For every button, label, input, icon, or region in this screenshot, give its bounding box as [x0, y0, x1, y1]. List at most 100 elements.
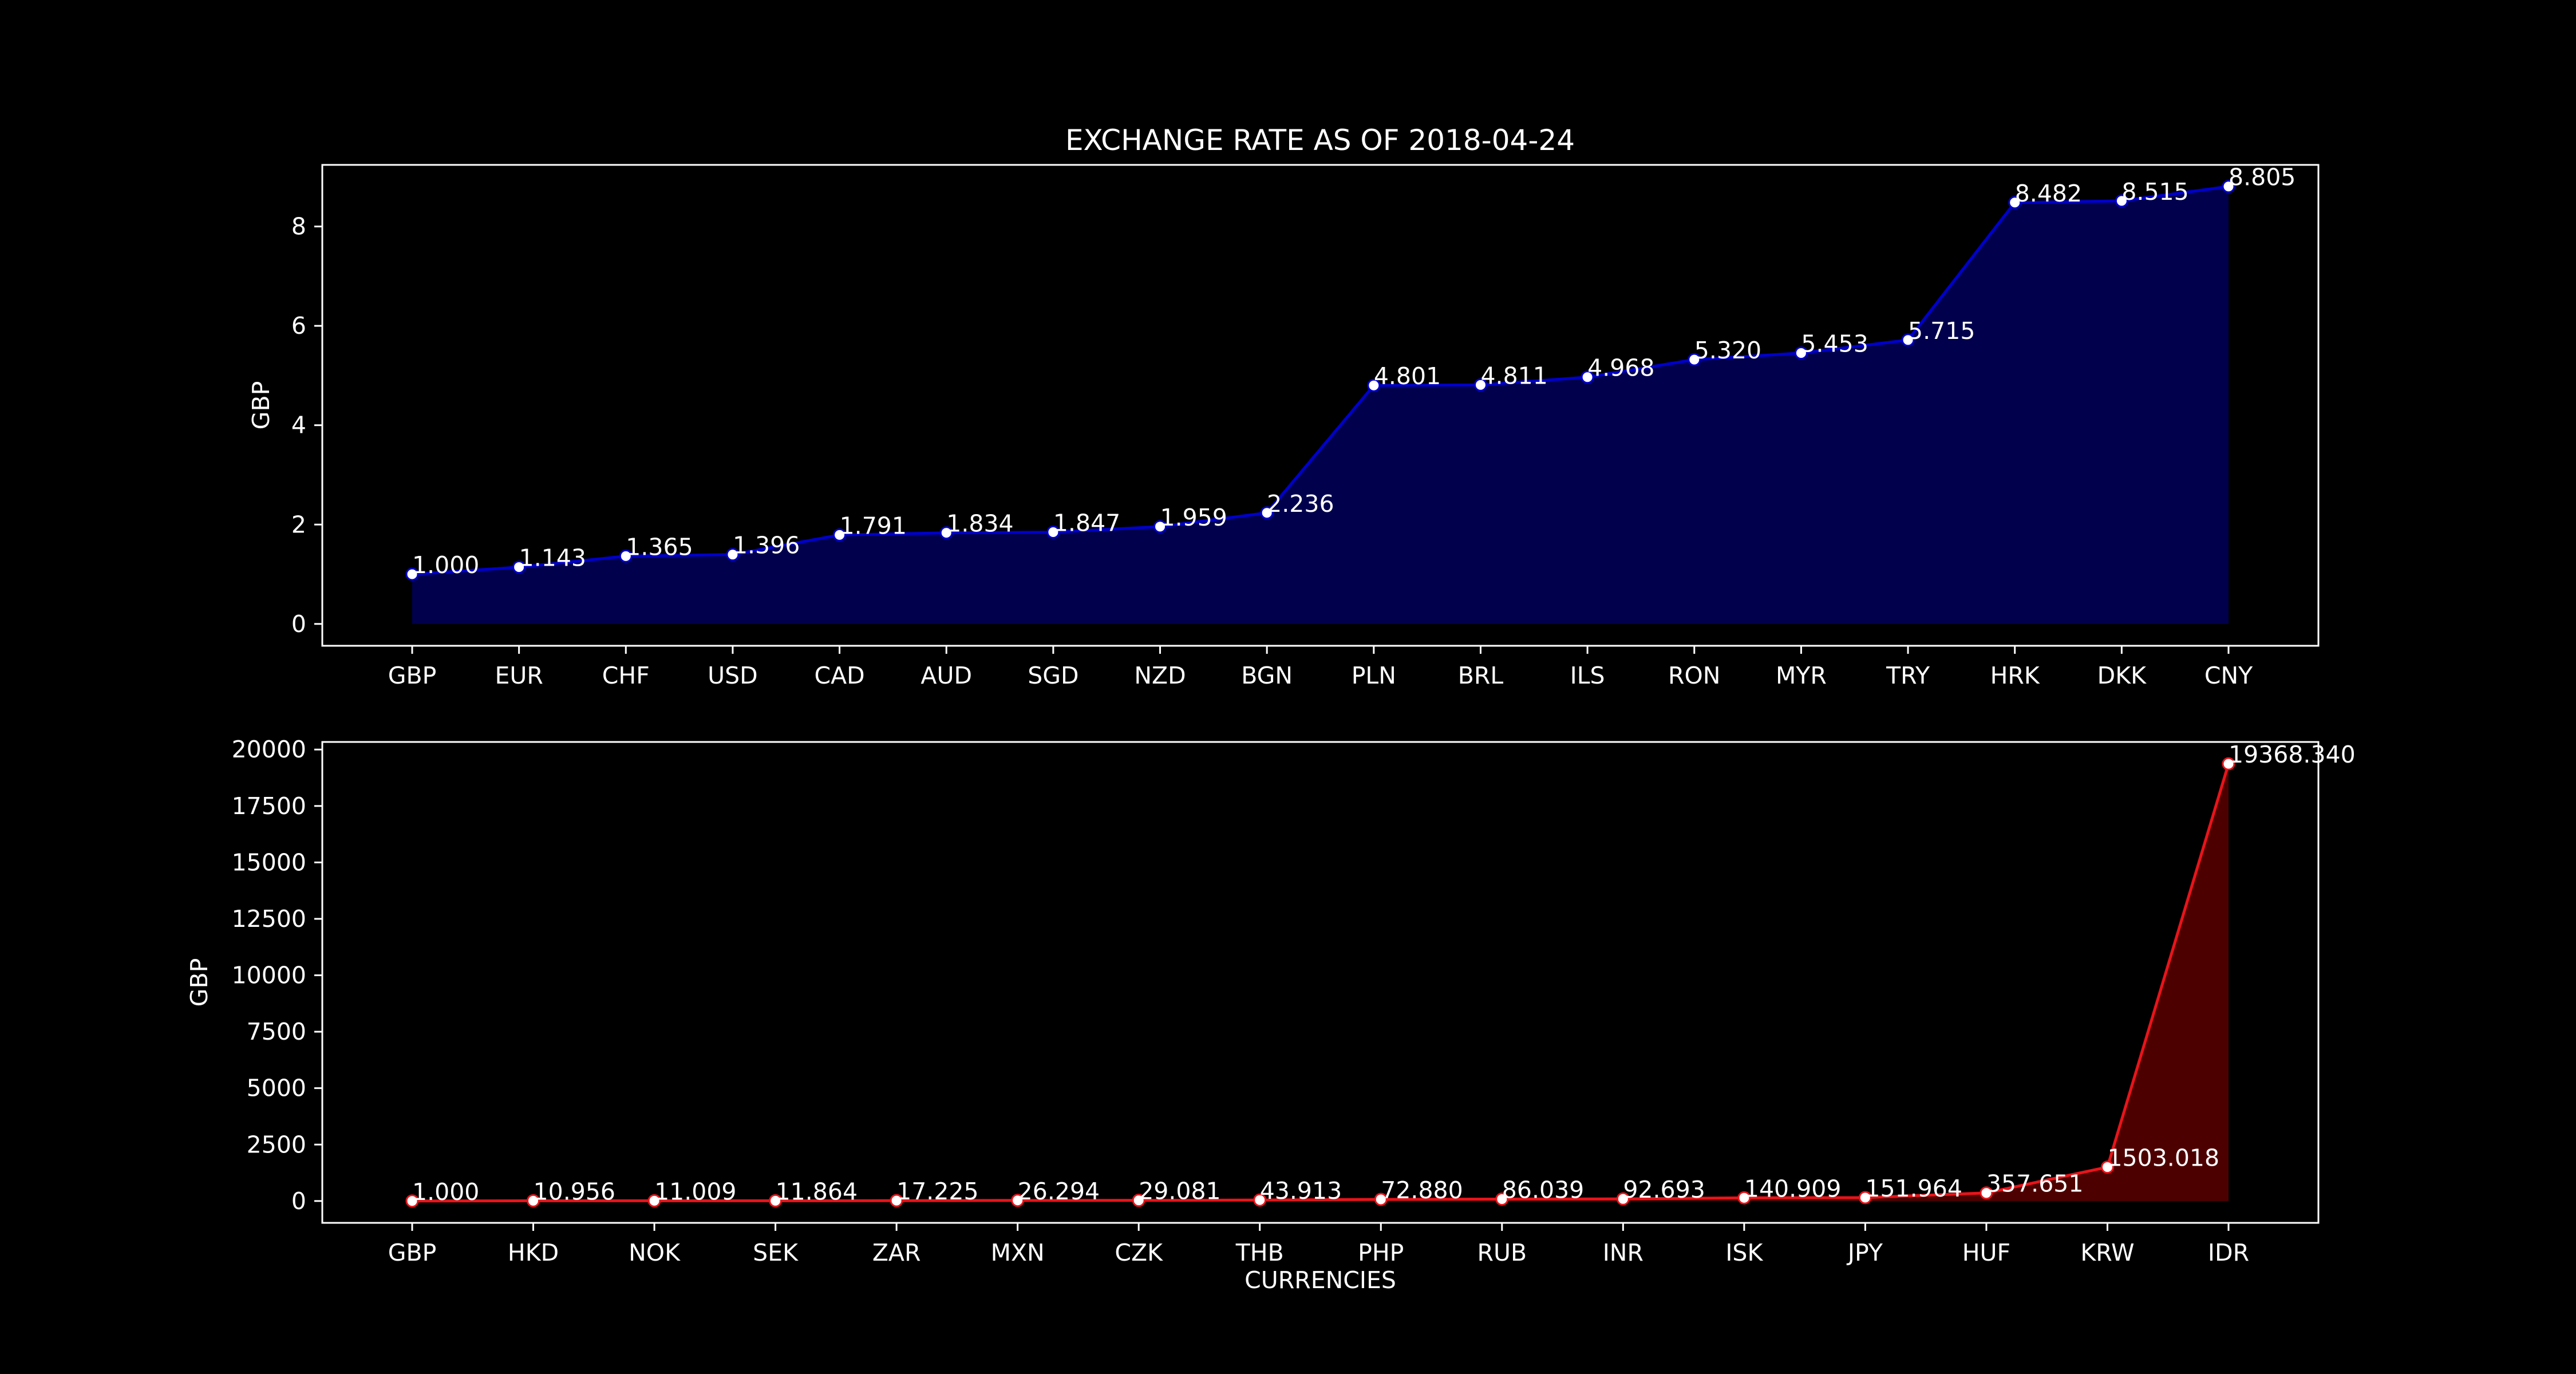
panel-1-point-gbp [405, 567, 419, 581]
panel-1-data-label-dkk: 8.515 [2121, 178, 2188, 206]
panel-2-data-label-inr: 92.693 [1623, 1176, 1705, 1203]
panel-2-point-jpy [1858, 1191, 1872, 1205]
panel-1-axes-frame [321, 164, 2320, 647]
panel-2-x-tick-label-jpy: JPY [1846, 1239, 1883, 1266]
panel-1-x-tick-label-eur: EUR [495, 662, 543, 689]
panel-2-x-tick-label-mxn: MXN [991, 1239, 1045, 1266]
panel-2-y-tick-label: 10000 [232, 962, 306, 989]
panel-1-data-label-brl: 4.811 [1480, 362, 1547, 389]
panel-1-point-cad [833, 528, 847, 542]
panel-1-y-axis-label: GBP [247, 381, 275, 430]
panel-1-x-tick-label-try: TRY [1886, 662, 1930, 689]
panel-1-x-tick-label-chf: CHF [602, 662, 650, 689]
panel-1-point-hrk [2008, 196, 2022, 210]
panel-1-data-label-bgn: 2.236 [1267, 490, 1334, 518]
panel-2-x-tick-label-huf: HUF [1962, 1239, 2010, 1266]
panel-2-point-php [1374, 1193, 1388, 1206]
panel-1-data-label-cny: 8.805 [2229, 164, 2296, 191]
panel-2-y-tick-label: 17500 [232, 792, 306, 820]
panel-2-x-tick-label-zar: ZAR [872, 1239, 921, 1266]
panel-1-point-eur [512, 560, 526, 574]
panel-1-point-ils [1581, 370, 1594, 384]
panel-1-x-tick-label-brl: BRL [1458, 662, 1504, 689]
panel-2-point-hkd [527, 1194, 540, 1207]
panel-2-point-huf [1980, 1186, 1993, 1200]
panel-2-data-label-jpy: 151.964 [1865, 1175, 1962, 1202]
panel-1-series-line [412, 185, 2229, 576]
panel-2-point-zar [890, 1194, 903, 1207]
panel-2-x-tick-label-czk: CZK [1115, 1239, 1163, 1266]
panel-2-axes-frame [321, 741, 2320, 1224]
panel-2-point-sek [769, 1194, 783, 1207]
panel-2-data-label-mxn: 26.294 [1018, 1178, 1100, 1205]
panel-2-data-label-php: 72.880 [1381, 1176, 1463, 1204]
panel-2-y-tick-label: 15000 [232, 848, 306, 876]
panel-2-y-tick-label: 2500 [247, 1131, 306, 1158]
panel-1-point-myr [1794, 346, 1808, 360]
panel-1-y-tick-label: 6 [291, 312, 306, 339]
panel-1-point-ron [1688, 353, 1701, 366]
panel-2-x-tick-label-rub: RUB [1477, 1239, 1527, 1266]
panel-2-point-inr [1616, 1192, 1630, 1206]
panel-1-point-dkk [2115, 194, 2128, 208]
panel-1-data-label-usd: 1.396 [733, 532, 800, 559]
panel-1-point-usd [726, 548, 740, 562]
panel-2-point-krw [2100, 1160, 2114, 1174]
panel-2-x-tick-label-krw: KRW [2080, 1239, 2134, 1266]
panel-2-x-tick-label-gbp: GBP [388, 1239, 437, 1266]
panel-2-x-tick-label-hkd: HKD [508, 1239, 559, 1266]
panel-1-x-tick-label-usd: USD [708, 662, 758, 689]
panel-1-x-tick-label-bgn: BGN [1241, 662, 1293, 689]
panel-1-point-pln [1367, 378, 1381, 392]
panel-2-point-nok [647, 1194, 661, 1207]
panel-2-point-thb [1253, 1193, 1267, 1207]
panel-2-x-tick-label-php: PHP [1358, 1239, 1404, 1266]
panel-2-x-tick-label-nok: NOK [629, 1239, 681, 1266]
panel-1-data-label-pln: 4.801 [1374, 362, 1441, 390]
panel-1-data-label-gbp: 1.000 [412, 551, 479, 579]
panel-1-point-bgn [1260, 506, 1274, 520]
panel-1-x-tick-label-cny: CNY [2204, 662, 2253, 689]
panel-2-y-axis-label: GBP [185, 958, 213, 1007]
panel-2-data-label-czk: 29.081 [1139, 1178, 1220, 1205]
panel-1-y-tick-label: 8 [291, 213, 306, 240]
panel-2-y-tick-label: 20000 [232, 736, 306, 763]
panel-1-y-tick-label: 0 [291, 610, 306, 638]
panel-2-data-label-sek: 11.864 [776, 1178, 858, 1205]
panel-1-data-label-myr: 5.453 [1801, 330, 1868, 358]
panel-1-data-label-cad: 1.791 [840, 512, 907, 539]
panel-2-x-tick-label-idr: IDR [2208, 1239, 2249, 1266]
panel-2-y-tick-label: 0 [291, 1187, 306, 1215]
panel-2-data-label-huf: 357.651 [1986, 1170, 2084, 1198]
panel-2-area-fill [412, 764, 2229, 1201]
panel-1-point-brl [1473, 378, 1487, 392]
panel-2-y-tick-label: 12500 [232, 905, 306, 933]
panel-1-x-tick-label-sgd: SGD [1028, 662, 1078, 689]
panel-1-area-fill [412, 186, 2229, 624]
panel-2-point-mxn [1011, 1194, 1025, 1207]
panel-1-point-chf [619, 549, 633, 563]
panel-2-data-label-rub: 86.039 [1502, 1176, 1584, 1203]
panel-1-point-cny [2222, 180, 2235, 194]
panel-1-point-aud [939, 526, 953, 540]
panel-1-data-label-eur: 1.143 [519, 544, 586, 572]
panel-1-x-tick-label-ron: RON [1668, 662, 1720, 689]
panel-1-x-tick-label-hrk: HRK [1990, 662, 2040, 689]
panel-2-data-label-isk: 140.909 [1744, 1175, 1842, 1202]
panel-2-series-line [412, 763, 2230, 1203]
panel-1-x-tick-label-nzd: NZD [1134, 662, 1186, 689]
panel-2-x-tick-label-sek: SEK [753, 1239, 799, 1266]
chart-title: EXCHANGE RATE AS OF 2018-04-24 [1065, 124, 1575, 157]
panel-1-data-label-chf: 1.365 [626, 533, 693, 560]
panel-1-x-tick-label-gbp: GBP [388, 662, 437, 689]
panel-1-data-label-nzd: 1.959 [1160, 504, 1227, 531]
panel-2-data-label-idr: 19368.340 [2229, 741, 2356, 768]
panel-1-point-try [1901, 333, 1915, 347]
panel-2-point-gbp [405, 1194, 419, 1208]
panel-1-y-tick-label: 4 [291, 412, 306, 439]
panel-1-data-label-aud: 1.834 [946, 510, 1013, 538]
panel-2-x-tick-label-inr: INR [1603, 1239, 1643, 1266]
panel-1-x-tick-label-ils: ILS [1570, 662, 1605, 689]
panel-1-x-tick-label-pln: PLN [1352, 662, 1396, 689]
